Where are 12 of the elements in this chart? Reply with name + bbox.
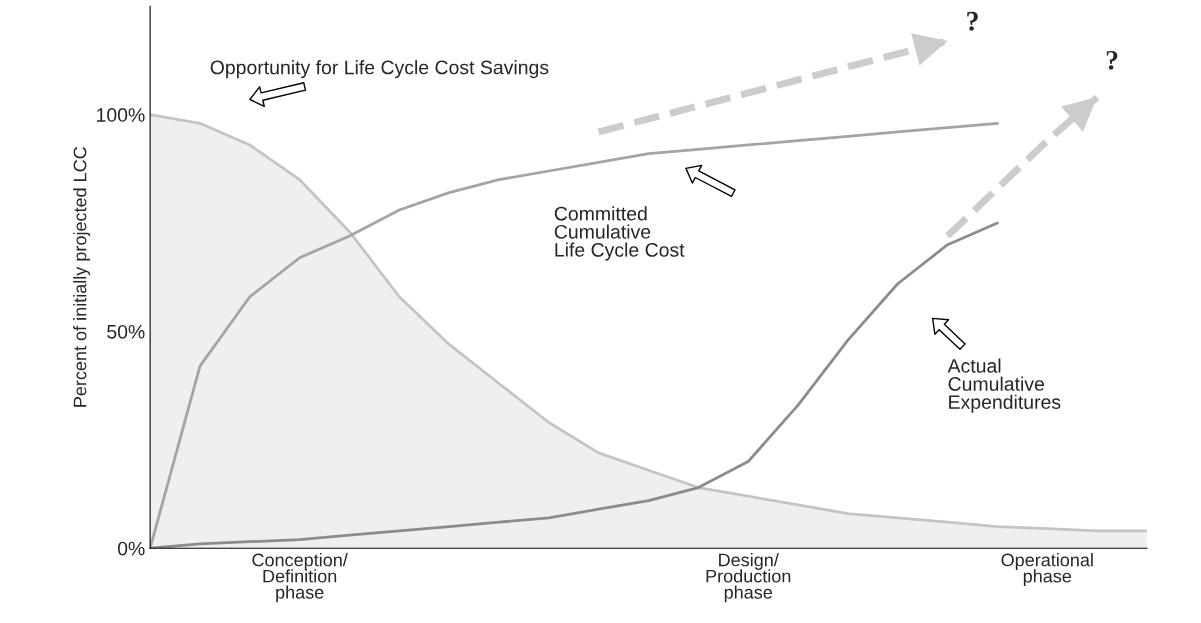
y-axis-title: Percent of initially projected LCC (73, 146, 90, 407)
x-tick-label: Conception/ Definition phase (252, 553, 348, 603)
annotation: Actual Cumulative Expenditures (947, 358, 1061, 413)
y-tick-label: 50% (107, 324, 145, 339)
annotation: ? (1106, 50, 1118, 70)
y-tick-label: 100% (97, 108, 145, 122)
y-tick-label: 0% (117, 541, 145, 556)
x-tick-label: Design/ Production phase (706, 553, 791, 603)
annotation: Opportunity for Life Cycle Cost Savings (210, 60, 549, 79)
annotation: Committed Cumulative Life Cycle Cost (554, 206, 685, 261)
x-tick-label: Operational phase (1001, 553, 1093, 587)
annotation: ? (967, 11, 978, 31)
